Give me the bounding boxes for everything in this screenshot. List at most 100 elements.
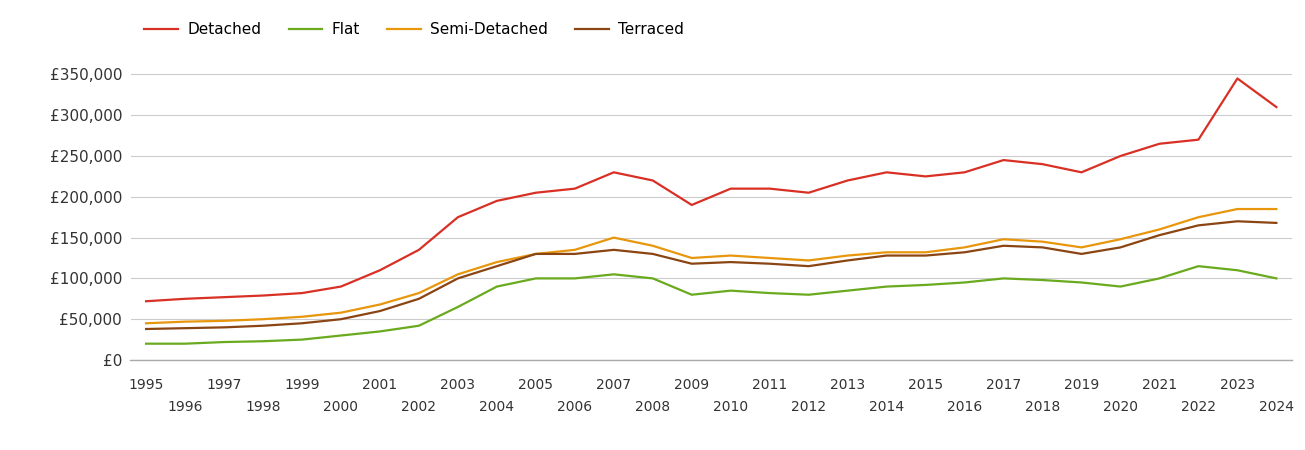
- Text: 2012: 2012: [791, 400, 826, 414]
- Terraced: [256, 323, 271, 328]
- Text: 2023: 2023: [1220, 378, 1255, 392]
- Flat: [256, 338, 271, 344]
- Terraced: [878, 253, 894, 258]
- Flat: [566, 276, 582, 281]
- Legend: Detached, Flat, Semi-Detached, Terraced: Detached, Flat, Semi-Detached, Terraced: [138, 16, 690, 43]
- Detached: [217, 294, 232, 300]
- Text: 2024: 2024: [1259, 400, 1293, 414]
- Semi-Detached: [1229, 207, 1245, 212]
- Flat: [1229, 268, 1245, 273]
- Terraced: [917, 253, 933, 258]
- Flat: [606, 272, 621, 277]
- Text: 2008: 2008: [636, 400, 671, 414]
- Terraced: [606, 247, 621, 252]
- Flat: [1113, 284, 1129, 289]
- Semi-Detached: [645, 243, 660, 248]
- Semi-Detached: [1113, 237, 1129, 242]
- Detached: [723, 186, 739, 191]
- Text: 1997: 1997: [206, 378, 241, 392]
- Text: 2015: 2015: [908, 378, 944, 392]
- Terraced: [801, 263, 817, 269]
- Flat: [489, 284, 505, 289]
- Detached: [957, 170, 972, 175]
- Flat: [645, 276, 660, 281]
- Terraced: [645, 251, 660, 256]
- Semi-Detached: [917, 250, 933, 255]
- Line: Terraced: Terraced: [146, 221, 1276, 329]
- Flat: [801, 292, 817, 297]
- Text: 2002: 2002: [402, 400, 436, 414]
- Terraced: [1113, 245, 1129, 250]
- Semi-Detached: [878, 250, 894, 255]
- Detached: [840, 178, 856, 183]
- Text: 2009: 2009: [675, 378, 710, 392]
- Text: 2022: 2022: [1181, 400, 1216, 414]
- Terraced: [217, 324, 232, 330]
- Text: 2001: 2001: [363, 378, 398, 392]
- Flat: [177, 341, 193, 346]
- Semi-Detached: [1268, 207, 1284, 212]
- Flat: [996, 276, 1011, 281]
- Text: 1998: 1998: [245, 400, 281, 414]
- Terraced: [372, 308, 388, 314]
- Terraced: [529, 251, 544, 256]
- Flat: [957, 280, 972, 285]
- Detached: [529, 190, 544, 195]
- Text: 2020: 2020: [1103, 400, 1138, 414]
- Detached: [333, 284, 348, 289]
- Flat: [878, 284, 894, 289]
- Detached: [1035, 162, 1051, 167]
- Flat: [917, 282, 933, 288]
- Text: 2010: 2010: [713, 400, 748, 414]
- Detached: [762, 186, 778, 191]
- Terraced: [411, 296, 427, 302]
- Detached: [411, 247, 427, 252]
- Terraced: [957, 250, 972, 255]
- Semi-Detached: [1190, 215, 1206, 220]
- Terraced: [840, 258, 856, 263]
- Flat: [450, 304, 466, 310]
- Semi-Detached: [762, 255, 778, 261]
- Text: 1999: 1999: [284, 378, 320, 392]
- Text: 2013: 2013: [830, 378, 865, 392]
- Detached: [1190, 137, 1206, 142]
- Text: 2004: 2004: [479, 400, 514, 414]
- Line: Detached: Detached: [146, 78, 1276, 301]
- Detached: [878, 170, 894, 175]
- Terraced: [1229, 219, 1245, 224]
- Terraced: [294, 320, 309, 326]
- Text: 2003: 2003: [440, 378, 475, 392]
- Flat: [684, 292, 699, 297]
- Terraced: [333, 316, 348, 322]
- Semi-Detached: [684, 255, 699, 261]
- Semi-Detached: [294, 314, 309, 319]
- Flat: [840, 288, 856, 293]
- Text: 2014: 2014: [869, 400, 904, 414]
- Detached: [606, 170, 621, 175]
- Semi-Detached: [138, 320, 154, 326]
- Terraced: [1035, 245, 1051, 250]
- Detached: [177, 296, 193, 302]
- Detached: [372, 268, 388, 273]
- Flat: [1151, 276, 1167, 281]
- Flat: [1035, 277, 1051, 283]
- Text: 2006: 2006: [557, 400, 592, 414]
- Flat: [1268, 276, 1284, 281]
- Semi-Detached: [177, 319, 193, 324]
- Text: 1995: 1995: [128, 378, 163, 392]
- Text: 2017: 2017: [987, 378, 1021, 392]
- Semi-Detached: [957, 245, 972, 250]
- Text: 2016: 2016: [947, 400, 983, 414]
- Flat: [1190, 263, 1206, 269]
- Text: 2018: 2018: [1024, 400, 1060, 414]
- Flat: [529, 276, 544, 281]
- Detached: [645, 178, 660, 183]
- Flat: [217, 339, 232, 345]
- Detached: [489, 198, 505, 203]
- Terraced: [684, 261, 699, 266]
- Semi-Detached: [723, 253, 739, 258]
- Terraced: [1268, 220, 1284, 225]
- Semi-Detached: [333, 310, 348, 315]
- Text: 2005: 2005: [518, 378, 553, 392]
- Detached: [566, 186, 582, 191]
